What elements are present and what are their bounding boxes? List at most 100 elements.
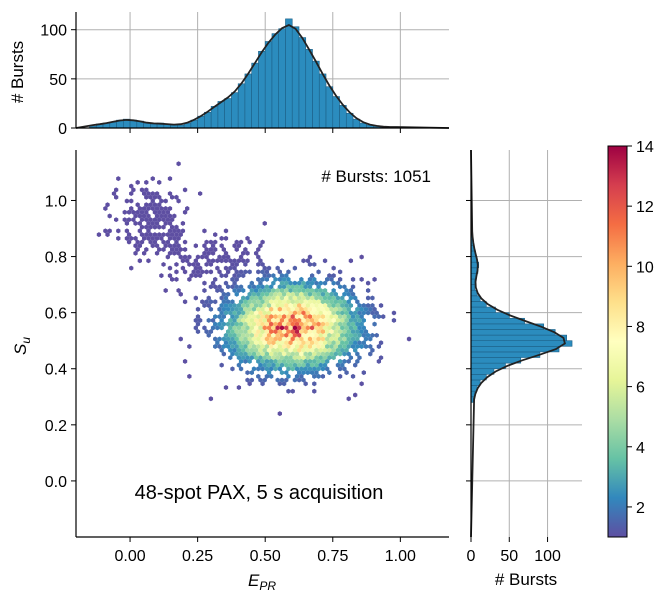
hexbin-cell <box>277 381 282 387</box>
hexbin-cell <box>146 235 151 241</box>
hexbin-cell <box>249 302 254 308</box>
hexbin-cell <box>329 276 334 282</box>
hexbin-cell <box>161 209 166 215</box>
hexbin-cell <box>361 370 366 376</box>
hexbin-cell <box>137 213 142 219</box>
hexbin-cell <box>204 247 209 253</box>
hexbin-cell <box>219 302 224 308</box>
hexbin-cell <box>148 239 153 245</box>
hexbin-cell <box>361 317 366 323</box>
hexbin-cell <box>303 329 308 335</box>
hexbin-cell <box>251 284 257 290</box>
hexbin-cell <box>391 310 397 316</box>
hexbin-cell <box>197 273 203 279</box>
hexbin-cell <box>258 295 263 301</box>
hexbin-cell <box>253 310 259 316</box>
hexbin-cell <box>277 299 282 305</box>
hexbin-cell <box>286 291 291 297</box>
hexbin-cell <box>241 258 246 264</box>
hexbin-cell <box>309 317 315 323</box>
hexbin-cell <box>223 302 229 308</box>
hexbin-cell <box>232 332 237 338</box>
hexbin-cell <box>230 276 235 282</box>
hexbin-cell <box>329 291 334 297</box>
hexbin-cell <box>234 314 239 320</box>
hexbin-cell <box>271 302 276 308</box>
hexbin-cell <box>294 344 300 349</box>
hexbin-cell <box>288 325 293 331</box>
hexbin-cell <box>219 310 224 316</box>
hexbin-cell <box>277 306 282 312</box>
hexbin-cell <box>342 299 347 305</box>
hexbin-cell <box>325 314 330 320</box>
hexbin-cell <box>370 302 375 308</box>
hexbin-cell <box>225 291 231 297</box>
top-histogram-bar <box>258 51 266 129</box>
hexbin-cell <box>284 295 289 301</box>
hexbin-cell <box>309 332 315 338</box>
hexbin-cell <box>299 299 304 305</box>
hexbin-cell <box>292 295 298 301</box>
hexbin-cell <box>258 362 263 368</box>
hexbin-cell <box>215 265 220 271</box>
hexbin-cell <box>322 302 328 308</box>
hexbin-cell <box>333 299 338 305</box>
hexbin-cell <box>236 385 242 391</box>
hexbin-cell <box>297 280 302 286</box>
right-histogram-bar <box>470 346 560 353</box>
hexbin-cell <box>299 366 304 372</box>
hexbin-cell <box>217 336 222 342</box>
hexbin-cell <box>329 299 334 305</box>
hexbin-cell <box>277 336 282 342</box>
hexbin-cell <box>256 314 261 320</box>
hexbin-cell <box>146 206 151 211</box>
hexbin-cell <box>284 325 289 331</box>
right-xtick-label: 50 <box>500 548 518 565</box>
hexbin-cell <box>290 366 295 372</box>
hexbin-cell <box>241 347 246 353</box>
hexbin-cell <box>234 269 239 275</box>
hexbin-cell <box>314 362 319 368</box>
hexbin-cell <box>327 310 332 316</box>
hexbin-cell <box>245 340 250 346</box>
hexbin-cell <box>167 250 173 256</box>
hexbin-cell <box>266 295 272 301</box>
hexbin-cell <box>370 295 375 301</box>
hexbin-cell <box>275 302 280 308</box>
hexbin-cell <box>210 280 216 286</box>
hexbin-cell <box>333 329 338 335</box>
hexbin-cell <box>176 228 181 234</box>
top-histogram-kde-curve <box>75 23 450 129</box>
hexbin-cell <box>346 321 351 327</box>
hexbin-cell <box>193 265 198 271</box>
hexbin-cell <box>316 314 321 320</box>
hexbin-cell <box>365 332 371 338</box>
hexbin-cell <box>288 317 293 323</box>
hexbin-cell <box>318 340 323 346</box>
hexbin-cell <box>157 209 162 215</box>
hexbin-cell <box>262 355 267 361</box>
hexbin-cell <box>342 366 347 372</box>
hexbin-cell <box>340 310 345 316</box>
hexbin-cell <box>305 355 310 361</box>
hexbin-cell <box>335 280 341 286</box>
hexbin-cell <box>275 317 280 323</box>
hexbin-cell <box>335 310 341 316</box>
hexbin-cell <box>264 299 270 305</box>
hexbin-cell <box>262 347 267 353</box>
hexbin-cell <box>320 291 326 297</box>
hexbin-cell <box>163 220 168 226</box>
hexbin-cell <box>297 362 302 368</box>
hexbin-cell <box>260 291 265 297</box>
hexbin-cell <box>163 198 168 204</box>
hexbin-cell <box>359 276 364 282</box>
hexbin-cell <box>344 347 349 353</box>
hexbin-cell <box>152 232 158 238</box>
hexbin-cell <box>236 325 242 331</box>
hexbin-cell <box>256 321 261 327</box>
hexbin-cell <box>260 351 265 357</box>
hexbin-cell <box>340 325 345 331</box>
hexbin-cell <box>245 355 250 361</box>
hexbin-cell <box>176 235 181 241</box>
hexbin-cell <box>245 370 250 376</box>
